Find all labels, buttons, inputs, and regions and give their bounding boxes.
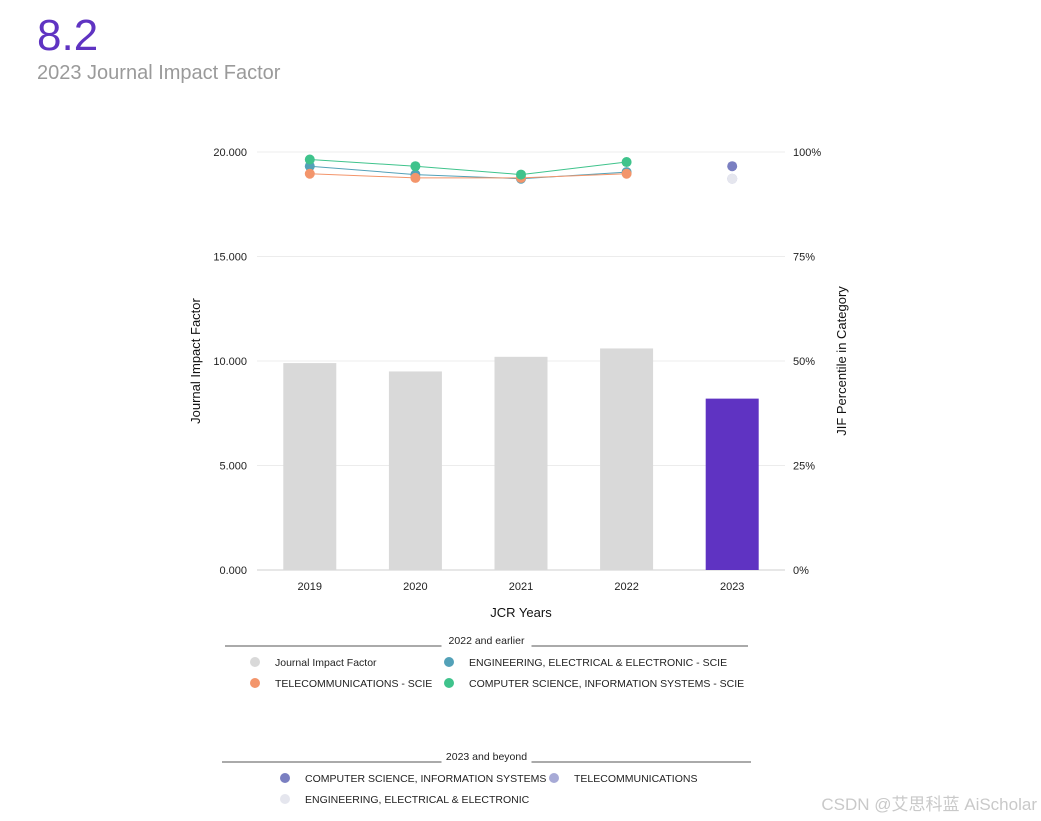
y-tick-label: 20.000 xyxy=(213,147,247,159)
legend-item-swatch xyxy=(280,773,290,783)
watermark: CSDN @艾思科蓝 AiScholar xyxy=(821,795,1037,814)
headline: 8.2 2023 Journal Impact Factor xyxy=(37,10,280,86)
legend-group-title: 2023 and beyond xyxy=(446,751,527,763)
legend-item-swatch xyxy=(444,657,454,667)
x-tick-label: 2021 xyxy=(509,581,533,593)
series-point xyxy=(410,172,421,183)
jif-value: 8.2 xyxy=(37,11,99,60)
legend-item-label: ENGINEERING, ELECTRICAL & ELECTRONIC xyxy=(305,794,530,806)
x-tick-label: 2023 xyxy=(720,581,744,593)
series-point xyxy=(621,168,632,179)
series-point xyxy=(516,169,526,180)
y-tick-label: 10.000 xyxy=(213,356,247,368)
series-point xyxy=(304,154,315,165)
bar-2020 xyxy=(388,371,442,570)
legend-item-label: TELECOMMUNICATIONS - SCIE xyxy=(275,678,432,690)
bars-layer xyxy=(283,348,759,570)
x-axis-title: JCR Years xyxy=(490,605,552,620)
bar-2019 xyxy=(283,363,337,570)
legend-item-swatch xyxy=(250,678,260,688)
bar-2022 xyxy=(600,348,654,570)
series-point xyxy=(621,157,632,168)
y2-axis-title: JIF Percentile in Category xyxy=(834,286,849,436)
x-tick-label: 2022 xyxy=(614,581,638,593)
x-tick-label: 2020 xyxy=(403,581,427,593)
y2-tick-label: 25% xyxy=(793,461,815,473)
legend-item-label: TELECOMMUNICATIONS xyxy=(574,773,697,785)
y2-tick-label: 100% xyxy=(793,147,821,159)
y-tick-label: 5.000 xyxy=(219,461,247,473)
legend-item-swatch xyxy=(549,773,559,783)
y2-tick-label: 50% xyxy=(793,356,815,368)
legend-item-label: COMPUTER SCIENCE, INFORMATION SYSTEMS - … xyxy=(469,678,744,690)
series-point xyxy=(410,161,421,172)
legend-item-label: ENGINEERING, ELECTRICAL & ELECTRONIC - S… xyxy=(469,657,727,669)
legend-item-label: COMPUTER SCIENCE, INFORMATION SYSTEMS xyxy=(305,773,546,785)
series-line xyxy=(309,173,627,179)
legend-item-swatch xyxy=(444,678,454,688)
legend-item-swatch xyxy=(250,657,260,667)
series-point xyxy=(727,161,738,172)
legend-item-label: Journal Impact Factor xyxy=(275,657,377,669)
y-tick-label: 15.000 xyxy=(213,252,247,264)
jif-label: 2023 Journal Impact Factor xyxy=(37,62,281,84)
axes-layer: 0.000 5.000 10.000 15.000 20.000 0% 25% 50% 75% 1… xyxy=(213,147,821,593)
series-point xyxy=(304,168,315,179)
legend-item-swatch xyxy=(280,794,290,804)
x-tick-label: 2019 xyxy=(298,581,322,593)
percentile-lines-layer xyxy=(304,154,738,184)
legend: 2022 and earlier Journal Impact Factor ENG… xyxy=(222,635,751,806)
series-point xyxy=(727,173,738,184)
y-axis-title: Journal Impact Factor xyxy=(188,297,203,423)
legend-group-title: 2022 and earlier xyxy=(449,635,525,647)
bar-2021 xyxy=(494,356,548,570)
y-tick-label: 0.000 xyxy=(219,565,247,577)
bar-2023 xyxy=(705,398,759,570)
y2-tick-label: 0% xyxy=(793,565,809,577)
y2-tick-label: 75% xyxy=(793,252,815,264)
series-line xyxy=(309,159,627,176)
